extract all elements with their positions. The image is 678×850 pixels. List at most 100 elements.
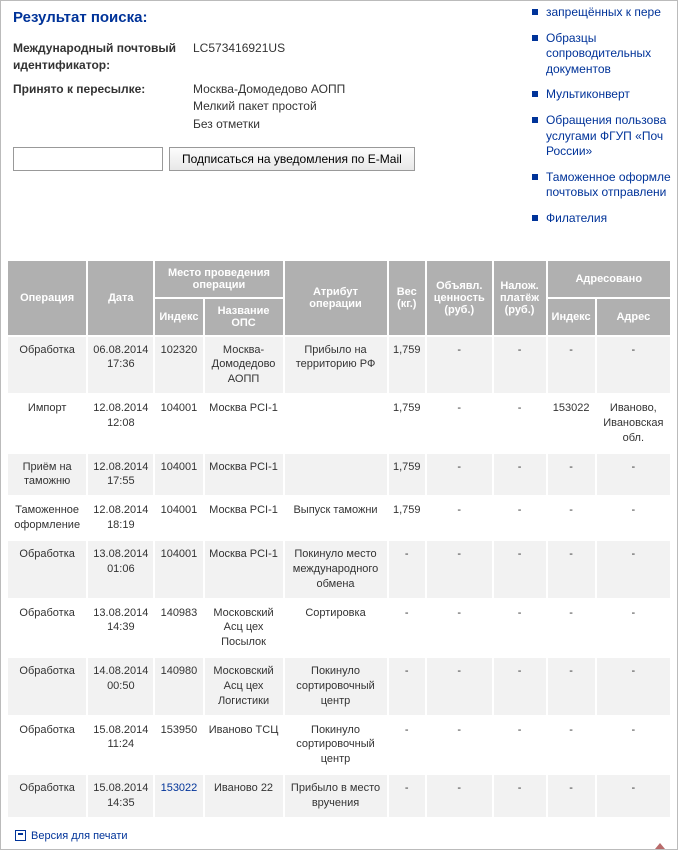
table-cell: 104001 (155, 395, 202, 452)
table-cell: - (389, 658, 426, 715)
col-addressed-group: Адресовано (548, 261, 670, 297)
table-cell: - (548, 717, 595, 774)
print-version-label: Версия для печати (31, 830, 128, 842)
table-cell: Обработка (8, 658, 86, 715)
col-location-ops: Название ОПС (205, 299, 283, 335)
col-addressed-index: Индекс (548, 299, 595, 335)
sidebar-link[interactable]: Филателия (546, 211, 607, 225)
tracking-table: Операция Дата Место проведения операции … (6, 259, 672, 819)
table-cell: Импорт (8, 395, 86, 452)
table-cell: Москва PCI-1 (205, 454, 283, 496)
table-cell: - (427, 600, 492, 657)
table-row: Импорт12.08.2014 12:08104001Москва PCI-1… (8, 395, 670, 452)
table-cell: - (427, 395, 492, 452)
table-cell: Сортировка (285, 600, 387, 657)
sidebar-link[interactable]: Образцы сопроводительных документов (546, 31, 651, 76)
table-cell: 153022 (548, 395, 595, 452)
table-cell: Московский Асц цех Посылок (205, 600, 283, 657)
table-cell: Обработка (8, 337, 86, 394)
sidebar-link[interactable]: Обращения пользова услугами ФГУП «Поч Ро… (546, 113, 666, 158)
tracking-id-value: LC573416921US (193, 40, 285, 75)
table-cell: Москва PCI-1 (205, 497, 283, 539)
table-cell: - (597, 497, 670, 539)
table-cell: 1,759 (389, 454, 426, 496)
table-cell: 1,759 (389, 395, 426, 452)
table-cell: Москва PCI-1 (205, 395, 283, 452)
table-cell: 15.08.2014 11:24 (88, 717, 153, 774)
table-cell: 12.08.2014 17:55 (88, 454, 153, 496)
table-cell: Москва PCI-1 (205, 541, 283, 598)
table-cell: - (427, 717, 492, 774)
col-addressed-addr: Адрес (597, 299, 670, 335)
col-declared: Объявл. ценность (руб.) (427, 261, 492, 335)
sidebar-link[interactable]: Мультиконверт (546, 87, 630, 101)
table-cell: - (548, 337, 595, 394)
sidebar-link[interactable]: запрещённых к пере (546, 5, 661, 19)
table-row: Таможенное оформление12.08.2014 18:19104… (8, 497, 670, 539)
table-cell: Обработка (8, 541, 86, 598)
index-link[interactable]: 153022 (161, 782, 198, 794)
table-cell: - (597, 717, 670, 774)
table-cell: Иваново ТСЦ (205, 717, 283, 774)
scroll-top-button[interactable] (655, 829, 665, 843)
table-cell: 140983 (155, 600, 202, 657)
table-cell: Прибыло в место вручения (285, 775, 387, 817)
table-cell: - (494, 497, 546, 539)
table-cell: 14.08.2014 00:50 (88, 658, 153, 715)
col-weight: Вес (кг.) (389, 261, 426, 335)
table-cell: - (494, 337, 546, 394)
table-cell: 104001 (155, 497, 202, 539)
table-cell: Покинуло сортировочный центр (285, 658, 387, 715)
table-cell: - (548, 658, 595, 715)
table-row: Обработка13.08.2014 01:06104001Москва PC… (8, 541, 670, 598)
print-version-link[interactable]: Версия для печати (15, 830, 128, 842)
table-cell: - (548, 497, 595, 539)
table-cell: - (548, 541, 595, 598)
table-cell: Таможенное оформление (8, 497, 86, 539)
email-input[interactable] (13, 147, 163, 171)
table-cell: - (494, 454, 546, 496)
accepted-value: Москва-Домодедово АОППМелкий пакет прост… (193, 81, 345, 133)
table-row: Обработка13.08.2014 14:39140983Московски… (8, 600, 670, 657)
page-title: Результат поиска: (13, 9, 520, 26)
table-cell: 1,759 (389, 497, 426, 539)
table-cell: - (427, 775, 492, 817)
table-row: Обработка06.08.2014 17:36102320Москва-До… (8, 337, 670, 394)
table-cell: 1,759 (389, 337, 426, 394)
table-cell: - (389, 775, 426, 817)
table-row: Обработка14.08.2014 00:50140980Московски… (8, 658, 670, 715)
sidebar-link[interactable]: Таможенное оформле почтовых отправлени (546, 170, 671, 200)
table-cell: - (548, 775, 595, 817)
table-cell: Москва-Домодедово АОПП (205, 337, 283, 394)
table-cell (285, 454, 387, 496)
table-cell (285, 395, 387, 452)
table-cell: - (494, 775, 546, 817)
table-cell: Прибыло на территорию РФ (285, 337, 387, 394)
table-cell: 102320 (155, 337, 202, 394)
col-location-index: Индекс (155, 299, 202, 335)
table-cell: - (389, 541, 426, 598)
table-cell: 12.08.2014 12:08 (88, 395, 153, 452)
table-cell: - (597, 454, 670, 496)
table-cell: Обработка (8, 600, 86, 657)
table-cell: - (597, 541, 670, 598)
table-cell: - (494, 395, 546, 452)
table-cell: 104001 (155, 454, 202, 496)
table-cell: - (494, 600, 546, 657)
table-cell: - (494, 658, 546, 715)
col-location-group: Место проведения операции (155, 261, 282, 297)
table-cell: Выпуск таможни (285, 497, 387, 539)
table-cell: - (427, 454, 492, 496)
col-operation: Операция (8, 261, 86, 335)
table-cell: 140980 (155, 658, 202, 715)
table-cell: Иваново 22 (205, 775, 283, 817)
table-cell: - (597, 658, 670, 715)
table-cell: - (597, 775, 670, 817)
subscribe-button[interactable]: Подписаться на уведомления по E-Mail (169, 147, 415, 171)
table-cell: 153950 (155, 717, 202, 774)
table-row: Обработка15.08.2014 11:24153950Иваново Т… (8, 717, 670, 774)
table-cell: Московский Асц цех Логистики (205, 658, 283, 715)
table-cell: Обработка (8, 775, 86, 817)
table-cell: - (389, 600, 426, 657)
table-cell: - (427, 337, 492, 394)
